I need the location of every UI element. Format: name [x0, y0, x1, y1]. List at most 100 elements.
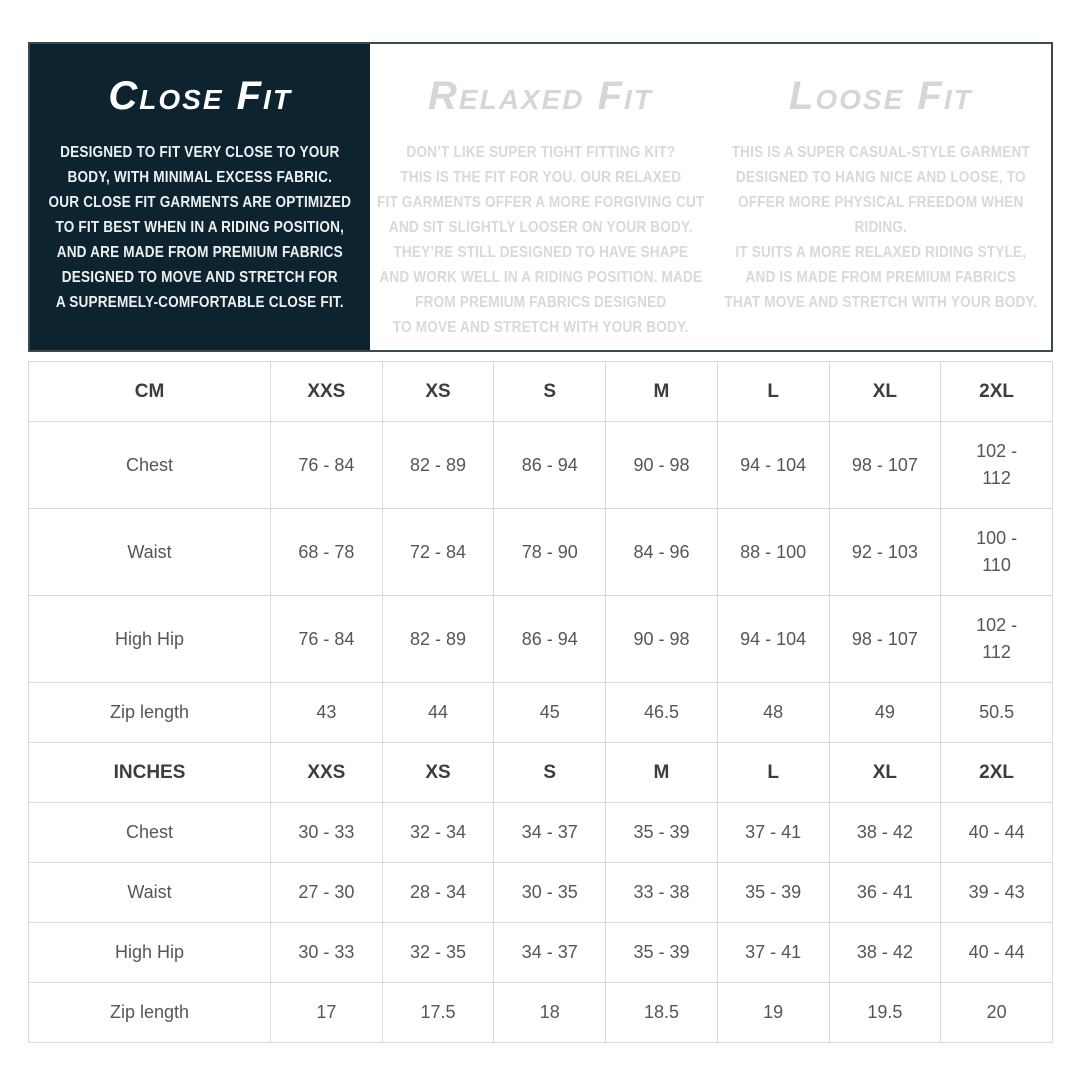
size-header-row: CM XXS XS S M L XL 2XL — [28, 361, 1053, 422]
table-row: High Hip 76 - 84 82 - 89 86 - 94 90 - 98 94 -… — [28, 595, 1053, 683]
measurement-value: 39 - 43 — [940, 862, 1053, 923]
size-column-header: XXS — [270, 361, 383, 422]
measurement-value: 19.5 — [828, 982, 942, 1043]
measurement-label: Chest — [28, 802, 271, 863]
measurement-label: Zip length — [28, 982, 271, 1043]
table-row: Chest 76 - 84 82 - 89 86 - 94 90 - 98 94 - 10… — [28, 421, 1053, 509]
fit-description-relaxed: DON’T LIKE SUPER TIGHT FITTING KIT? THIS… — [376, 144, 705, 336]
measurement-value: 40 - 44 — [940, 922, 1053, 983]
measurement-value: 30 - 35 — [493, 862, 607, 923]
measurement-value: 82 - 89 — [381, 595, 495, 683]
measurement-value: 40 - 44 — [940, 802, 1053, 863]
measurement-value: 45 — [493, 682, 607, 743]
fit-title-relaxed: Relaxed Fit — [428, 74, 653, 118]
size-column-header: XXS — [270, 742, 383, 803]
size-header-row: INCHES XXS XS S M L XL 2XL — [28, 742, 1053, 803]
measurement-value: 84 - 96 — [605, 508, 718, 596]
fit-panel-relaxed: Relaxed Fit DON’T LIKE SUPER TIGHT FITTI… — [370, 44, 710, 350]
measurement-value: 102 - 112 — [940, 595, 1053, 683]
measurement-value: 37 - 41 — [716, 802, 830, 863]
measurement-value: 36 - 41 — [828, 862, 942, 923]
size-column-header: L — [716, 742, 830, 803]
size-column-header: 2XL — [940, 742, 1053, 803]
measurement-value: 90 - 98 — [605, 421, 718, 509]
unit-label: CM — [28, 361, 271, 422]
measurement-value: 48 — [716, 682, 830, 743]
measurement-value: 38 - 42 — [828, 802, 942, 863]
measurement-value: 90 - 98 — [605, 595, 718, 683]
measurement-value: 33 - 38 — [605, 862, 718, 923]
measurement-value: 49 — [828, 682, 942, 743]
measurement-value: 76 - 84 — [270, 421, 383, 509]
measurement-value: 72 - 84 — [381, 508, 495, 596]
size-chart-table: CM XXS XS S M L XL 2XL Chest 76 - 84 82 - 89 86 - 9… — [28, 361, 1053, 1043]
measurement-value: 50.5 — [940, 682, 1053, 743]
measurement-value: 82 - 89 — [381, 421, 495, 509]
measurement-label: Waist — [28, 508, 271, 596]
size-chart-body: CM XXS XS S M L XL 2XL Chest 76 - 84 82 - 89 86 - 9… — [28, 361, 1053, 1043]
fit-title-loose: Loose Fit — [788, 74, 973, 118]
measurement-label: High Hip — [28, 922, 271, 983]
measurement-value: 35 - 39 — [605, 922, 718, 983]
size-column-header: S — [493, 361, 607, 422]
measurement-value: 88 - 100 — [716, 508, 830, 596]
fit-panel-close: Close Fit DESIGNED TO FIT VERY CLOSE TO … — [30, 44, 371, 350]
measurement-value: 34 - 37 — [493, 922, 607, 983]
size-column-header: XL — [828, 742, 942, 803]
fit-panel-loose: Loose Fit THIS IS A SUPER CASUAL-STYLE G… — [711, 44, 1051, 350]
measurement-label: High Hip — [28, 595, 271, 683]
size-column-header: XL — [828, 361, 942, 422]
measurement-value: 35 - 39 — [605, 802, 718, 863]
fit-description-close: DESIGNED TO FIT VERY CLOSE TO YOUR BODY,… — [48, 144, 352, 311]
measurement-value: 30 - 33 — [270, 802, 383, 863]
measurement-value: 35 - 39 — [716, 862, 830, 923]
fit-title-close: Close Fit — [108, 74, 292, 118]
measurement-value: 94 - 104 — [716, 421, 830, 509]
measurement-value: 30 - 33 — [270, 922, 383, 983]
size-column-header: M — [605, 742, 718, 803]
size-column-header: XS — [381, 742, 495, 803]
measurement-value: 86 - 94 — [493, 421, 607, 509]
measurement-value: 94 - 104 — [716, 595, 830, 683]
table-row: Zip length 43 44 45 46.5 48 49 50.5 — [28, 682, 1053, 743]
size-guide-page: Close Fit DESIGNED TO FIT VERY CLOSE TO … — [0, 42, 1080, 1043]
measurement-value: 44 — [381, 682, 495, 743]
fit-descriptions-strip: Close Fit DESIGNED TO FIT VERY CLOSE TO … — [28, 42, 1053, 352]
size-column-header: L — [716, 361, 830, 422]
measurement-value: 28 - 34 — [381, 862, 495, 923]
measurement-value: 32 - 35 — [381, 922, 495, 983]
measurement-value: 37 - 41 — [716, 922, 830, 983]
measurement-value: 102 - 112 — [940, 421, 1053, 509]
measurement-value: 27 - 30 — [270, 862, 383, 923]
measurement-value: 32 - 34 — [381, 802, 495, 863]
measurement-value: 34 - 37 — [493, 802, 607, 863]
size-column-header: M — [605, 361, 718, 422]
measurement-value: 92 - 103 — [828, 508, 942, 596]
measurement-value: 18 — [493, 982, 607, 1043]
measurement-value: 78 - 90 — [493, 508, 607, 596]
measurement-value: 38 - 42 — [828, 922, 942, 983]
measurement-value: 86 - 94 — [493, 595, 607, 683]
measurement-value: 100 - 110 — [940, 508, 1053, 596]
table-row: Zip length 17 17.5 18 18.5 19 19.5 20 — [28, 982, 1053, 1043]
measurement-label: Zip length — [28, 682, 271, 743]
measurement-label: Chest — [28, 421, 271, 509]
measurement-value: 46.5 — [605, 682, 718, 743]
table-row: High Hip 30 - 33 32 - 35 34 - 37 35 - 39 37 -… — [28, 922, 1053, 983]
table-row: Chest 30 - 33 32 - 34 34 - 37 35 - 39 37 - 41… — [28, 802, 1053, 863]
measurement-value: 43 — [270, 682, 383, 743]
measurement-value: 76 - 84 — [270, 595, 383, 683]
measurement-value: 98 - 107 — [828, 421, 942, 509]
measurement-value: 18.5 — [605, 982, 718, 1043]
unit-label: INCHES — [28, 742, 271, 803]
size-column-header: S — [493, 742, 607, 803]
measurement-value: 19 — [716, 982, 830, 1043]
measurement-label: Waist — [28, 862, 271, 923]
fit-description-loose: THIS IS A SUPER CASUAL-STYLE GARMENT DES… — [724, 144, 1038, 311]
measurement-value: 20 — [940, 982, 1053, 1043]
table-row: Waist 68 - 78 72 - 84 78 - 90 84 - 96 88 - 10… — [28, 508, 1053, 596]
measurement-value: 17.5 — [381, 982, 495, 1043]
measurement-value: 17 — [270, 982, 383, 1043]
table-row: Waist 27 - 30 28 - 34 30 - 35 33 - 38 35 - 39… — [28, 862, 1053, 923]
measurement-value: 98 - 107 — [828, 595, 942, 683]
